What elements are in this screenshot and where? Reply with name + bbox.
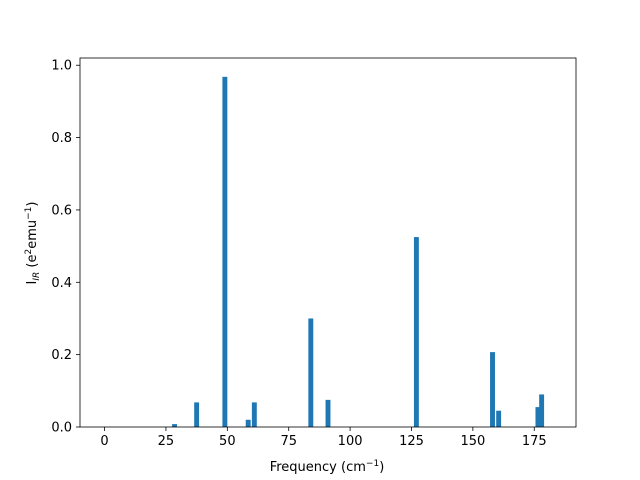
x-tick-label: 150 bbox=[460, 434, 485, 449]
bar-5 bbox=[308, 318, 314, 427]
bar-11 bbox=[539, 394, 545, 427]
bar-1 bbox=[194, 402, 200, 427]
bar-3 bbox=[245, 419, 251, 427]
y-tick-label: 0.6 bbox=[51, 203, 72, 218]
bar-6 bbox=[325, 399, 331, 427]
x-tick-label: 50 bbox=[219, 434, 236, 449]
bar-9 bbox=[496, 410, 502, 427]
x-tick-label: 0 bbox=[100, 434, 108, 449]
y-tick-label: 0.8 bbox=[51, 131, 72, 146]
x-axis-label: Frequency (cm−1) bbox=[270, 459, 385, 475]
x-axis: 0 25 50 75 100 125 150 175 bbox=[100, 427, 547, 449]
bar-7 bbox=[413, 237, 419, 427]
y-axis-label: IIR (e2emu−1) bbox=[24, 202, 42, 285]
bar-4 bbox=[251, 402, 257, 427]
bar-0 bbox=[172, 424, 177, 427]
x-tick-label: 25 bbox=[158, 434, 175, 449]
plot-frame bbox=[79, 57, 577, 428]
x-tick-label: 175 bbox=[522, 434, 547, 449]
x-tick-label: 100 bbox=[338, 434, 363, 449]
y-tick-label: 1.0 bbox=[51, 59, 72, 74]
y-tick-label: 0.4 bbox=[51, 276, 72, 291]
bars-group bbox=[172, 76, 545, 427]
bar-2 bbox=[222, 76, 228, 427]
bar-8 bbox=[490, 352, 495, 427]
x-tick-label: 125 bbox=[399, 434, 424, 449]
y-tick-label: 0.2 bbox=[51, 348, 72, 363]
x-tick-label: 75 bbox=[280, 434, 297, 449]
y-tick-label: 0.0 bbox=[51, 421, 72, 436]
bar-10 bbox=[535, 407, 541, 427]
y-axis: 0.0 0.2 0.4 0.6 0.8 1.0 bbox=[51, 59, 80, 436]
